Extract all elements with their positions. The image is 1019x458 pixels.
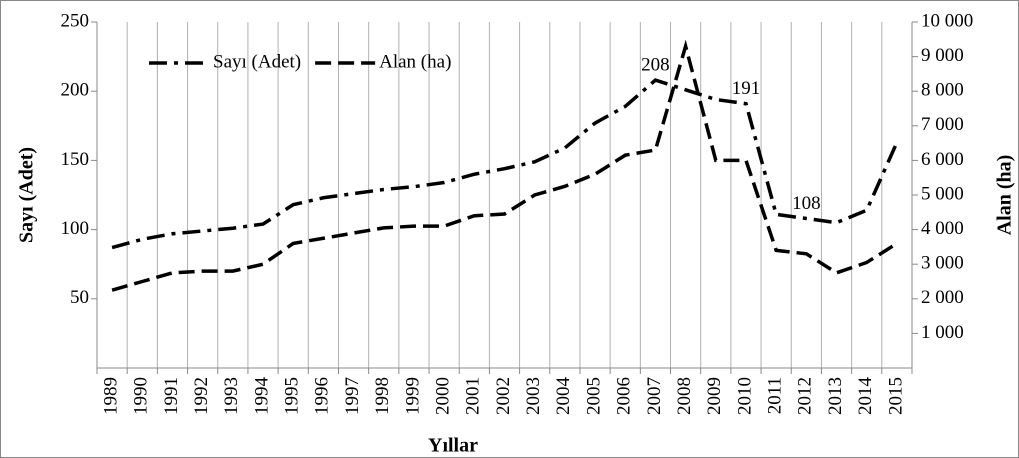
x-tick-label: 1991	[161, 377, 182, 415]
series-line	[111, 39, 898, 292]
x-tick-label: 2010	[734, 377, 755, 415]
x-tick-label: 1990	[131, 377, 152, 415]
x-tick-label: 2013	[825, 377, 846, 415]
y2-tick-label: 3 000	[921, 253, 964, 274]
x-tick-label: 2015	[885, 377, 906, 415]
x-tick-label: 2011	[765, 377, 786, 414]
x-tick-label: 2007	[644, 377, 665, 415]
data-label: 108	[792, 193, 821, 214]
x-tick-label: 1998	[372, 377, 393, 415]
x-tick-label: 1993	[221, 377, 242, 415]
y-tick-label: 250	[61, 10, 90, 31]
data-label: 191	[732, 78, 761, 99]
x-tick-label: 1989	[100, 377, 121, 415]
y-axis-title: Sayı (Adet)	[16, 147, 38, 243]
x-tick-label: 1995	[282, 377, 303, 415]
x-tick-label: 1999	[402, 377, 423, 415]
y2-tick-label: 7 000	[921, 114, 964, 135]
y2-tick-label: 9 000	[921, 45, 964, 66]
x-tick-label: 2008	[674, 377, 695, 415]
y2-tick-label: 1 000	[921, 322, 964, 343]
y-tick-label: 50	[70, 287, 89, 308]
y2-tick-label: 8 000	[921, 80, 964, 101]
x-tick-label: 2014	[855, 377, 876, 416]
y2-tick-label: 4 000	[921, 218, 964, 239]
x-tick-label: 1996	[312, 377, 333, 415]
x-tick-label: 2002	[493, 377, 514, 415]
y2-tick-label: 6 000	[921, 149, 964, 170]
x-tick-label: 2012	[795, 377, 816, 415]
y-tick-label: 100	[61, 218, 90, 239]
x-tick-label: 1992	[191, 377, 212, 415]
x-tick-label: 2004	[553, 377, 574, 416]
y2-tick-label: 10 000	[921, 10, 973, 31]
x-tick-label: 1994	[251, 377, 272, 416]
x-tick-label: 2003	[523, 377, 544, 415]
y-tick-label: 200	[61, 80, 90, 101]
series-line	[111, 78, 899, 250]
x-tick-label: 2006	[614, 377, 635, 415]
x-tick-label: 1997	[342, 377, 363, 415]
x-tick-label: 2005	[583, 377, 604, 415]
y2-tick-label: 5 000	[921, 183, 964, 204]
legend-label: Alan (ha)	[379, 51, 451, 72]
y2-tick-label: 2 000	[921, 287, 964, 308]
x-axis-title: Yıllar	[428, 435, 478, 457]
legend-label: Sayı (Adet)	[213, 51, 301, 72]
x-tick-label: 2000	[432, 377, 453, 415]
x-tick-label: 2001	[463, 377, 484, 415]
x-tick-label: 2009	[704, 377, 725, 415]
y-tick-label: 150	[61, 149, 90, 170]
y2-axis-title: Alan (ha)	[994, 155, 1016, 236]
data-label: 208	[641, 54, 670, 75]
